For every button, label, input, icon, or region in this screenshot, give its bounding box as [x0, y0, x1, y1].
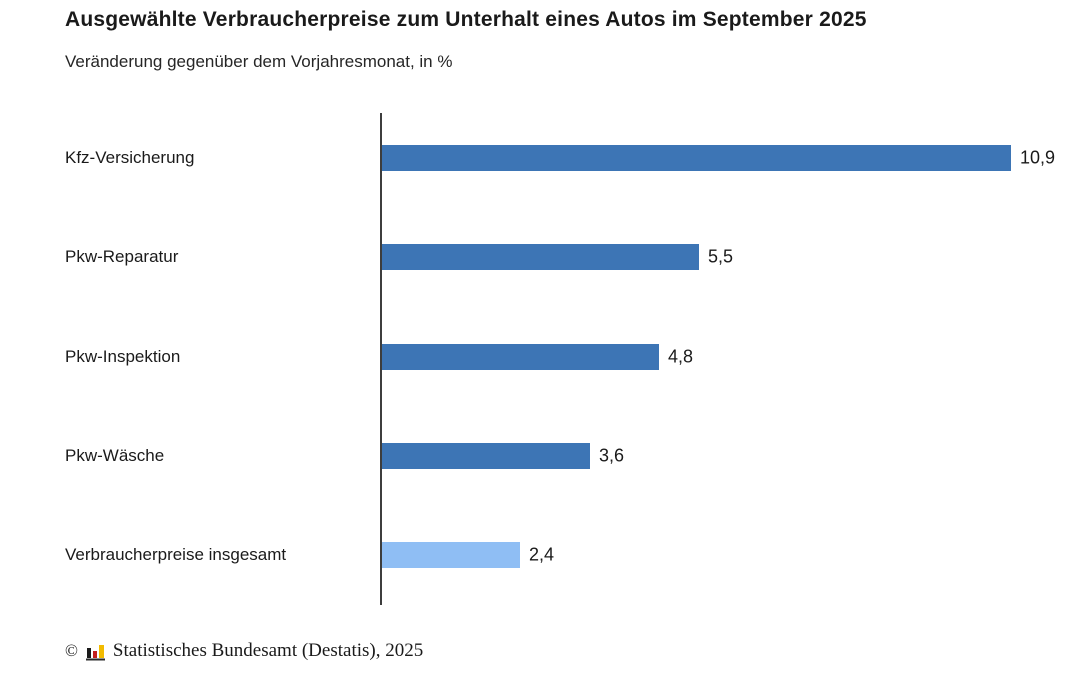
bar: [382, 542, 520, 568]
y-axis-line: [380, 113, 382, 605]
source-text: Statistisches Bundesamt (Destatis), 2025: [112, 640, 424, 661]
value-label: 4,8: [668, 346, 694, 366]
value-label: 10,9: [1020, 147, 1056, 168]
category-label: Kfz-Versicherung: [65, 148, 195, 167]
category-label: Verbraucherpreise insgesamt: [65, 545, 287, 564]
chart-row: Pkw-Inspektion 4,8: [0, 343, 1070, 371]
chart-row: Verbraucherpreise insgesamt 2,4: [0, 541, 1070, 569]
chart-subtitle: Veränderung gegenüber dem Vorjahresmonat…: [65, 52, 453, 71]
chart-row: Pkw-Reparatur 5,5: [0, 243, 1070, 271]
bar: [382, 442, 590, 469]
chart-title: Ausgewählte Verbraucherpreise zum Unterh…: [65, 8, 867, 31]
chart-row: Kfz-Versicherung 10,9: [0, 144, 1070, 172]
value-label: 2,4: [529, 544, 555, 565]
chart-row: Pkw-Wäsche 3,6: [0, 442, 1070, 470]
value-label: 5,5: [708, 246, 734, 267]
category-label: Pkw-Inspektion: [65, 346, 181, 366]
bar: [382, 244, 699, 271]
destatis-bar-chart-icon: [85, 642, 106, 661]
category-label: Pkw-Wäsche: [65, 445, 165, 465]
plot-area: Kfz-Versicherung 10,9 Pkw-Reparatur 5,5 Pkw-…: [0, 113, 1070, 605]
bar: [382, 343, 659, 370]
category-label: Pkw-Reparatur: [65, 247, 179, 267]
copyright-symbol: ©: [65, 641, 78, 660]
bar: [382, 145, 1011, 171]
source-attribution: © Statistisches Bundesamt (Destatis), 20…: [65, 640, 423, 662]
value-label: 3,6: [599, 445, 625, 466]
